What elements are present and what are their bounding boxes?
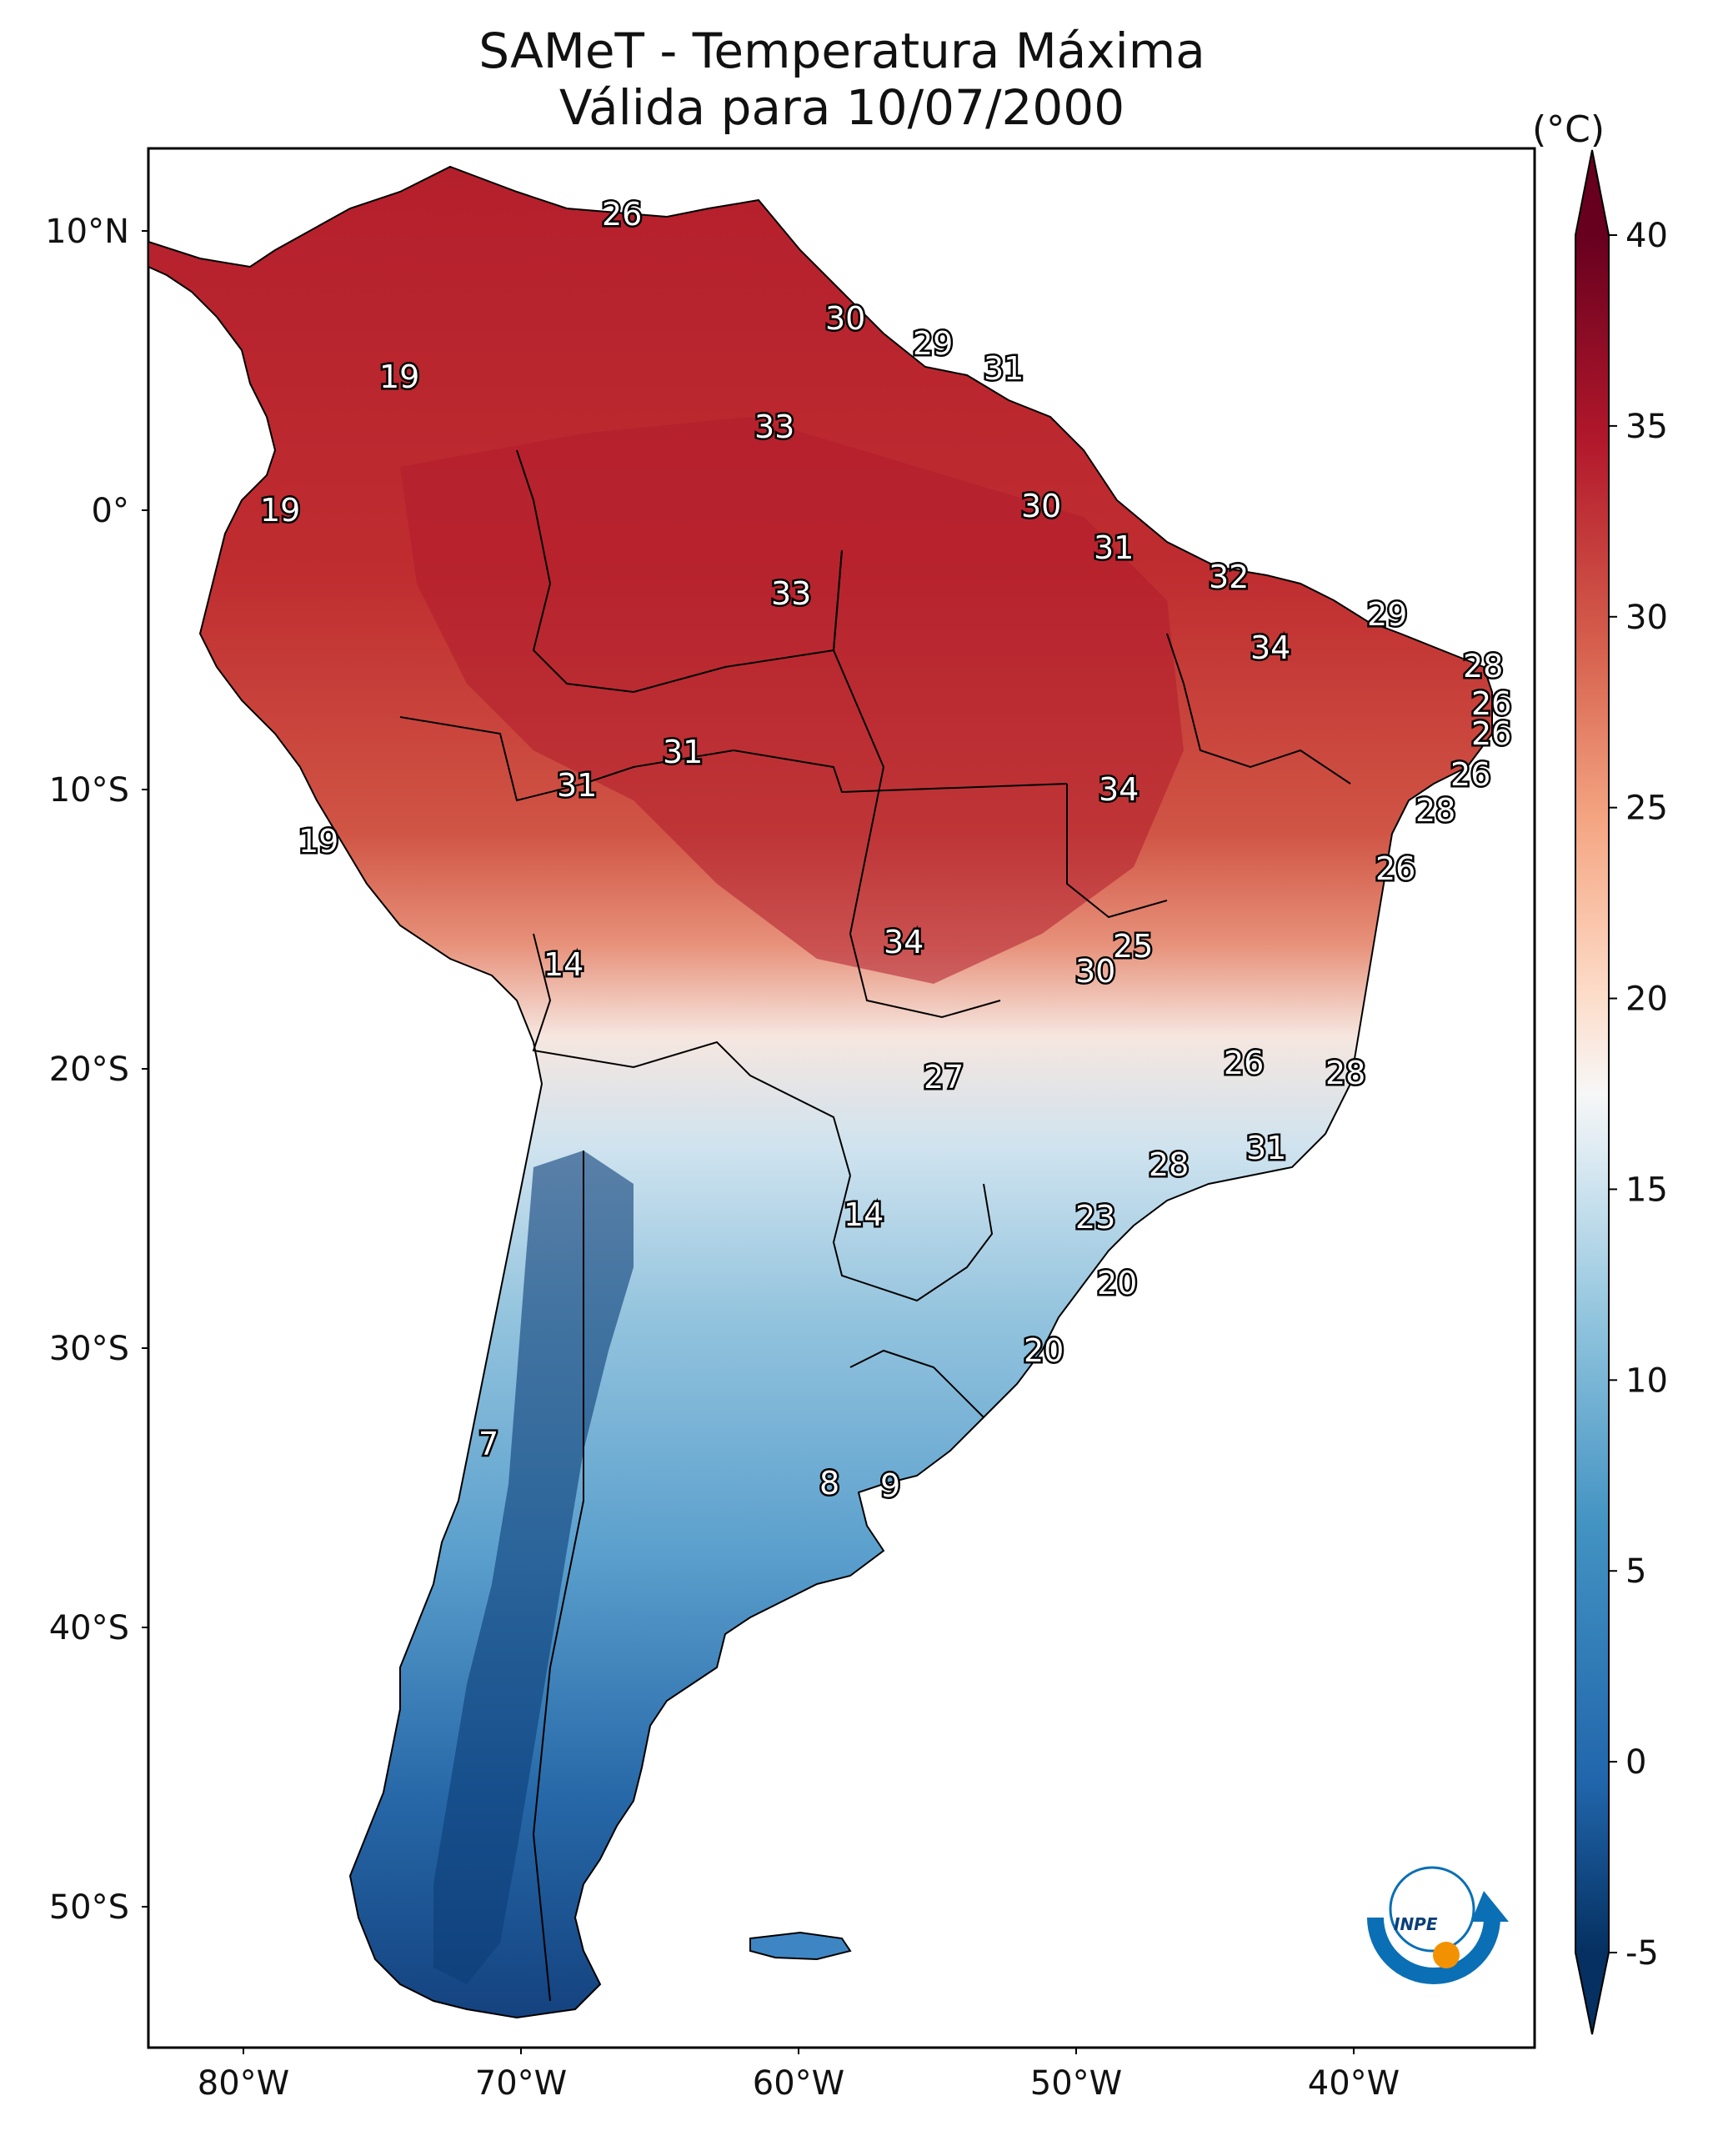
colorbar-ticks: 40 35 30 25 20 15 10 5 0 -5 xyxy=(1609,217,1668,1973)
isotherm-label: 7 xyxy=(478,1426,498,1462)
isotherm-label: 20 xyxy=(1097,1265,1137,1301)
isotherm-label: 8 xyxy=(819,1465,839,1502)
isotherm-label: 31 xyxy=(984,350,1024,387)
isotherm-label: 26 xyxy=(1450,756,1490,793)
isotherm-label: 26 xyxy=(1471,715,1511,752)
isotherm-label: 30 xyxy=(1075,953,1115,990)
isotherm-label: 28 xyxy=(1149,1146,1189,1183)
colorbar-unit: (°C) xyxy=(1532,108,1605,151)
isotherm-label: 28 xyxy=(1415,792,1455,829)
isotherm-label: 34 xyxy=(884,924,924,960)
country-borders xyxy=(399,449,1351,2002)
lat-label-40s: 40°S xyxy=(49,1609,129,1647)
colorbar-tick-label: 35 xyxy=(1625,408,1668,446)
inpe-logo: INPE xyxy=(1367,1866,1509,1984)
colorbar-tick-label: 0 xyxy=(1625,1743,1646,1782)
isotherm-label: 32 xyxy=(1209,559,1249,595)
isotherm-labels: 26 19 30 29 31 33 19 30 31 33 32 34 29 2… xyxy=(258,194,1514,1507)
colorbar-tick-label: 40 xyxy=(1625,217,1668,255)
colorbar xyxy=(1575,149,1610,2035)
isotherm-label: 28 xyxy=(1325,1055,1365,1091)
inpe-logo-text: INPE xyxy=(1394,1914,1438,1934)
colorbar-tick-label: 5 xyxy=(1625,1552,1646,1591)
chart-title: SAMeT - Temperatura Máxima xyxy=(478,23,1205,79)
isotherm-label: 14 xyxy=(543,946,584,983)
isotherm-label: 30 xyxy=(825,300,865,337)
lat-label-10s: 10°S xyxy=(49,771,129,810)
isotherm-label: 23 xyxy=(1075,1199,1115,1236)
colorbar-tick-label: 15 xyxy=(1625,1171,1668,1209)
lon-label-70w: 70°W xyxy=(475,2064,567,2103)
isotherm-label: 31 xyxy=(1246,1130,1286,1166)
isotherm-label: 33 xyxy=(754,409,794,445)
lon-ticks: 80°W 70°W 60°W 50°W 40°W xyxy=(198,2048,1400,2103)
lat-label-0: 0° xyxy=(92,492,129,530)
isotherm-label: 9 xyxy=(880,1467,900,1504)
isotherm-label: 29 xyxy=(913,325,953,362)
isotherm-label: 26 xyxy=(602,196,642,233)
isotherm-label: 19 xyxy=(260,492,300,529)
colorbar-tick-label: -5 xyxy=(1625,1934,1659,1973)
isotherm-label: 31 xyxy=(663,734,703,770)
lon-label-40w: 40°W xyxy=(1308,2064,1400,2103)
falkland-islands xyxy=(749,1931,852,1961)
isotherm-label: 30 xyxy=(1021,488,1061,524)
isotherm-label: 26 xyxy=(1375,850,1415,887)
colorbar-tick-label: 10 xyxy=(1625,1361,1668,1400)
isotherm-label: 20 xyxy=(1024,1332,1064,1369)
chart-subtitle: Válida para 10/07/2000 xyxy=(558,79,1125,136)
lat-label-20s: 20°S xyxy=(49,1050,129,1089)
isotherm-label: 34 xyxy=(1250,629,1290,666)
isotherm-label: 19 xyxy=(379,358,419,395)
lat-label-30s: 30°S xyxy=(49,1330,129,1368)
isotherm-label: 33 xyxy=(771,575,811,612)
isotherm-label: 25 xyxy=(1113,928,1153,965)
isotherm-label: 31 xyxy=(557,767,597,804)
isotherm-label: 31 xyxy=(1094,529,1134,566)
colorbar-tick-label: 20 xyxy=(1625,980,1668,1019)
lat-label-10n: 10°N xyxy=(45,213,129,251)
lat-label-50s: 50°S xyxy=(49,1888,129,1927)
isotherm-label: 19 xyxy=(298,823,338,860)
isotherm-label: 27 xyxy=(924,1059,964,1096)
isotherm-label: 29 xyxy=(1367,596,1407,633)
isotherm-label: 34 xyxy=(1099,771,1139,808)
lon-label-50w: 50°W xyxy=(1030,2064,1122,2103)
lon-label-60w: 60°W xyxy=(753,2064,844,2103)
colorbar-tick-label: 30 xyxy=(1625,599,1668,637)
colorbar-tick-label: 25 xyxy=(1625,790,1668,828)
lat-ticks: 10°N 0° 10°S 20°S 30°S 40°S 50°S xyxy=(45,213,148,1927)
lon-label-80w: 80°W xyxy=(198,2064,289,2103)
hot-region-amazon xyxy=(400,417,1184,984)
isotherm-label: 28 xyxy=(1463,648,1503,684)
isotherm-label: 26 xyxy=(1224,1045,1264,1081)
isotherm-label: 14 xyxy=(844,1196,884,1233)
isotherm-label: 26 xyxy=(1471,685,1511,722)
